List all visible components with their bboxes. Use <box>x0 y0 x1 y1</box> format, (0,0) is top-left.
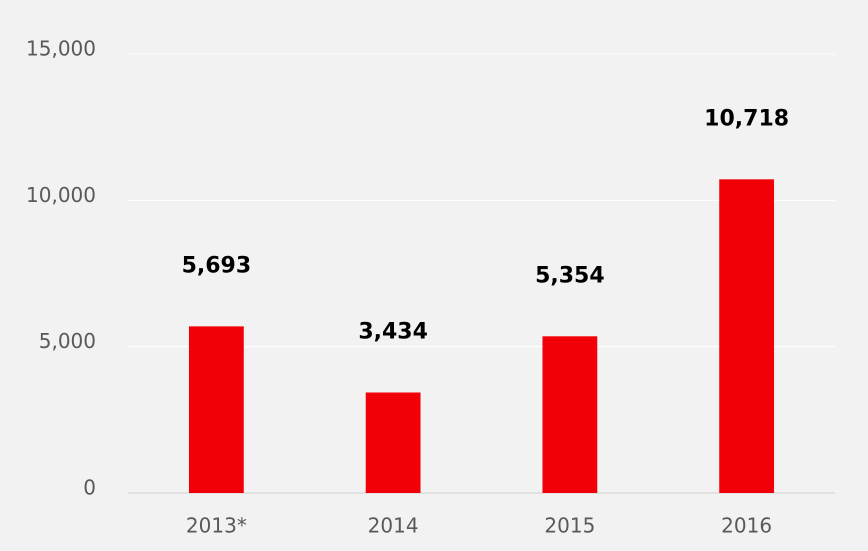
bar <box>365 392 421 493</box>
data-label: 5,693 <box>182 253 252 278</box>
data-label: 3,434 <box>358 319 428 344</box>
y-tick-label: 0 <box>83 476 96 500</box>
x-tick-label: 2013* <box>186 514 247 538</box>
x-tick-label: 2015 <box>544 514 595 538</box>
y-tick-label: 15,000 <box>26 37 96 61</box>
bar <box>542 336 598 493</box>
y-tick-label: 5,000 <box>39 329 96 353</box>
y-tick-label: 10,000 <box>26 183 96 207</box>
bar <box>719 179 775 493</box>
data-label: 5,354 <box>535 263 605 288</box>
bar <box>188 326 244 493</box>
data-label: 10,718 <box>704 106 789 131</box>
x-tick-label: 2014 <box>368 514 419 538</box>
x-tick-label: 2016 <box>721 514 772 538</box>
